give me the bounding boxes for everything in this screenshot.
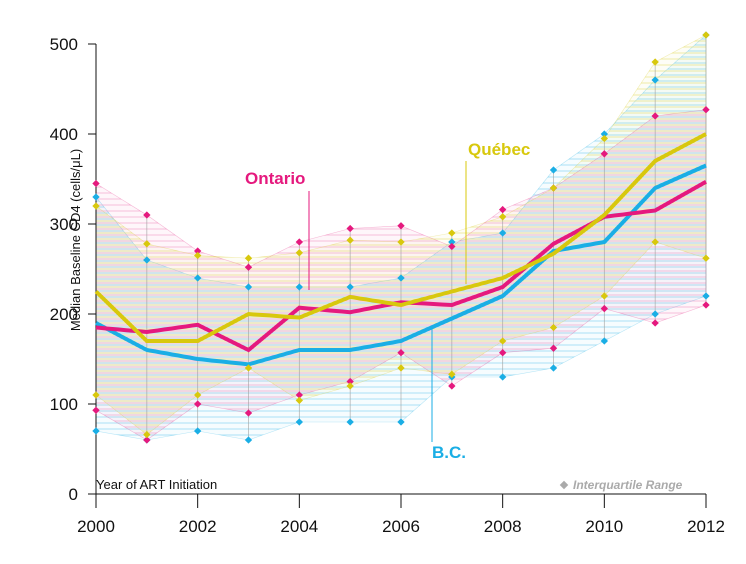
quartile-point-b-c-q3 [346,283,354,291]
quartile-point-ontario-q3 [397,222,405,230]
quartile-point-ontario-q1 [244,409,253,417]
quartile-point-b-c-q3 [651,76,659,84]
quartile-point-b-c-q3 [600,130,609,138]
quartile-point-b-c-q3 [448,238,456,246]
quartile-point-qu-bec-q1 [193,391,202,399]
quartile-point-qu-bec-q3 [193,251,202,260]
x-tick-label: 2012 [687,517,725,536]
quartile-point-ontario-q1 [549,344,558,352]
x-tick-label: 2002 [179,517,217,536]
quartile-point-ontario-q3 [244,263,253,271]
x-tick-label: 2004 [280,517,318,536]
quartile-point-b-c-q1 [702,292,710,300]
x-tick-label: 2006 [382,517,420,536]
quartile-point-b-c-q1 [397,418,405,426]
x-axis-title: Year of ART Initiation [96,477,217,492]
quartile-point-b-c-q1 [549,364,558,372]
quartile-point-qu-bec-q3 [600,134,609,143]
quartile-point-ontario-q3 [295,238,304,246]
y-tick-label: 500 [50,35,78,54]
legend-diamond-icon [559,480,569,490]
quartile-point-qu-bec-q3 [448,229,456,237]
y-tick-label: 100 [50,395,78,414]
quartile-point-qu-bec-q3 [397,238,405,246]
quartile-point-b-c-q1 [244,436,253,444]
y-tick-label: 200 [50,305,78,324]
quartile-point-ontario-q3 [448,242,456,251]
quartile-point-b-c-q1 [346,418,354,426]
quartile-point-ontario-q3 [651,112,659,120]
quartile-point-b-c-q3 [193,274,202,282]
median-line-qu-bec [94,132,707,343]
quartile-point-ontario-q1 [295,391,304,399]
quartile-point-qu-bec-q1 [92,391,100,399]
quartile-point-b-c-q1 [295,418,304,426]
quartile-point-qu-bec-q1 [702,254,710,262]
quartile-point-ontario-q1 [651,319,659,327]
y-tick-label: 400 [50,125,78,144]
y-axis-title: Median Baseline CD4 (cells/μL) [68,149,83,331]
quartile-point-qu-bec-q1 [498,337,507,345]
series-label-qu-bec: Québec [468,140,530,159]
quartile-point-qu-bec-q1 [346,382,354,390]
quartile-point-ontario-q3 [193,247,202,255]
quartile-point-b-c-q3 [92,193,100,201]
quartile-point-ontario-q1 [702,301,710,309]
quartile-point-qu-bec-q3 [295,249,304,257]
y-tick-label: 300 [50,215,78,234]
legend: Interquartile Range [559,478,683,492]
legend-label: Interquartile Range [573,478,683,492]
x-tick-label: 2010 [585,517,623,536]
quartile-point-b-c-q3 [143,256,151,264]
x-tick-label: 2000 [77,517,115,536]
quartile-point-qu-bec-q3 [244,254,253,262]
quartile-point-b-c-q1 [193,427,202,435]
quartile-point-qu-bec-q1 [448,370,456,378]
series-label-b-c: B.C. [432,443,466,462]
median-line-b-c [95,163,707,367]
quartile-point-b-c-q1 [92,427,100,435]
quartile-point-qu-bec-q1 [397,364,405,372]
quartile-point-ontario-q3 [92,179,100,188]
x-tick-label: 2008 [484,517,522,536]
axes: 0 100 200 300 400 500 2000 2002 2004 2006 2008 2010… [50,35,725,536]
quartile-point-qu-bec-q3 [92,202,100,210]
quartile-point-qu-bec-q3 [549,184,558,192]
quartile-point-ontario-q1 [193,400,202,408]
median-lines [94,132,707,367]
quartile-point-b-c-q3 [244,283,253,291]
series-label-ontario: Ontario [245,169,305,188]
quartile-point-ontario-q1 [498,349,507,357]
quartile-point-b-c-q1 [600,337,609,345]
quartile-point-qu-bec-q1 [295,396,304,405]
quartile-point-qu-bec-q1 [549,323,558,332]
quartile-point-qu-bec-q1 [143,430,151,439]
quartile-point-qu-bec-q3 [651,58,659,66]
quartile-point-b-c-q1 [498,373,507,381]
quartile-point-qu-bec-q1 [244,364,253,372]
y-tick-label: 0 [69,485,78,504]
quartile-point-ontario-q1 [600,304,609,313]
quartile-point-ontario-q1 [143,436,151,444]
quartile-point-ontario-q1 [448,382,456,390]
quartile-point-ontario-q3 [600,150,609,158]
quartile-point-b-c-q3 [549,166,558,174]
quartile-point-b-c-q3 [295,283,304,291]
series-labels: B.C. Ontario Québec [245,140,530,462]
quartile-point-b-c-q1 [651,310,659,318]
quartile-point-b-c-q3 [397,274,405,282]
quartile-point-qu-bec-q1 [600,292,609,300]
quartile-point-ontario-q1 [397,349,405,357]
quartile-point-qu-bec-q1 [651,238,659,246]
quartile-point-ontario-q1 [346,377,354,386]
